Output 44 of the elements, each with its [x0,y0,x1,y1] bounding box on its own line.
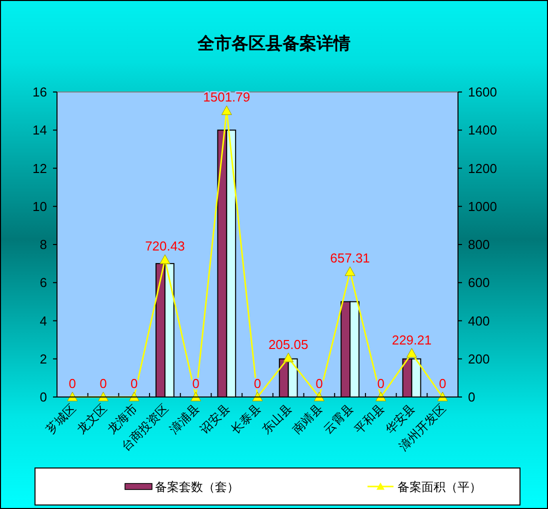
data-label: 1501.79 [203,90,250,105]
point [128,392,140,402]
x-tick-label: 长泰县 [228,401,264,437]
point [252,392,263,402]
y2-tick-label: 800 [468,237,490,252]
point [67,392,78,402]
y2-tick-label: 600 [468,275,490,290]
y-tick-label: 16 [32,84,47,100]
data-label: 657.31 [330,250,370,266]
y2-tick-label: 0 [468,390,476,404]
data-label: 0 [100,376,107,391]
y-tick-label: 2 [40,351,47,366]
y-tick-label: 14 [32,122,47,138]
y2-tick-label: 200 [468,351,490,366]
legend-label: 备案套数（套） [155,480,239,494]
y2-tick-label: 1000 [468,198,497,214]
y2-tick-label: 1600 [468,84,497,100]
y-tick-label: 10 [32,198,47,214]
point [406,348,417,358]
point [314,392,324,402]
y-tick-label: 6 [40,275,47,290]
data-label: 720.43 [145,238,185,254]
data-label: 229.21 [392,332,432,348]
y-tick-label: 4 [40,313,47,328]
y2-tick-label: 400 [468,313,490,328]
point [221,105,232,115]
data-label: 205.05 [268,336,308,352]
data-label: 0 [68,376,76,391]
x-tick-label: 平和县 [352,401,388,437]
y2-tick-label: 1200 [468,160,497,176]
point [98,392,109,402]
y-tick-label: 8 [40,237,47,252]
point [283,352,294,362]
chart-title: 全市各区县备案详情 [196,33,350,53]
point [344,266,356,276]
data-label: 0 [438,376,446,391]
y-tick-label: 12 [32,160,47,176]
legend-label: 备案面积（平） [398,480,482,494]
point [160,254,170,264]
point [376,392,386,402]
y2-tick-label: 1400 [468,122,497,138]
point [190,392,202,402]
point [437,392,448,402]
data-label: 0 [316,376,323,391]
